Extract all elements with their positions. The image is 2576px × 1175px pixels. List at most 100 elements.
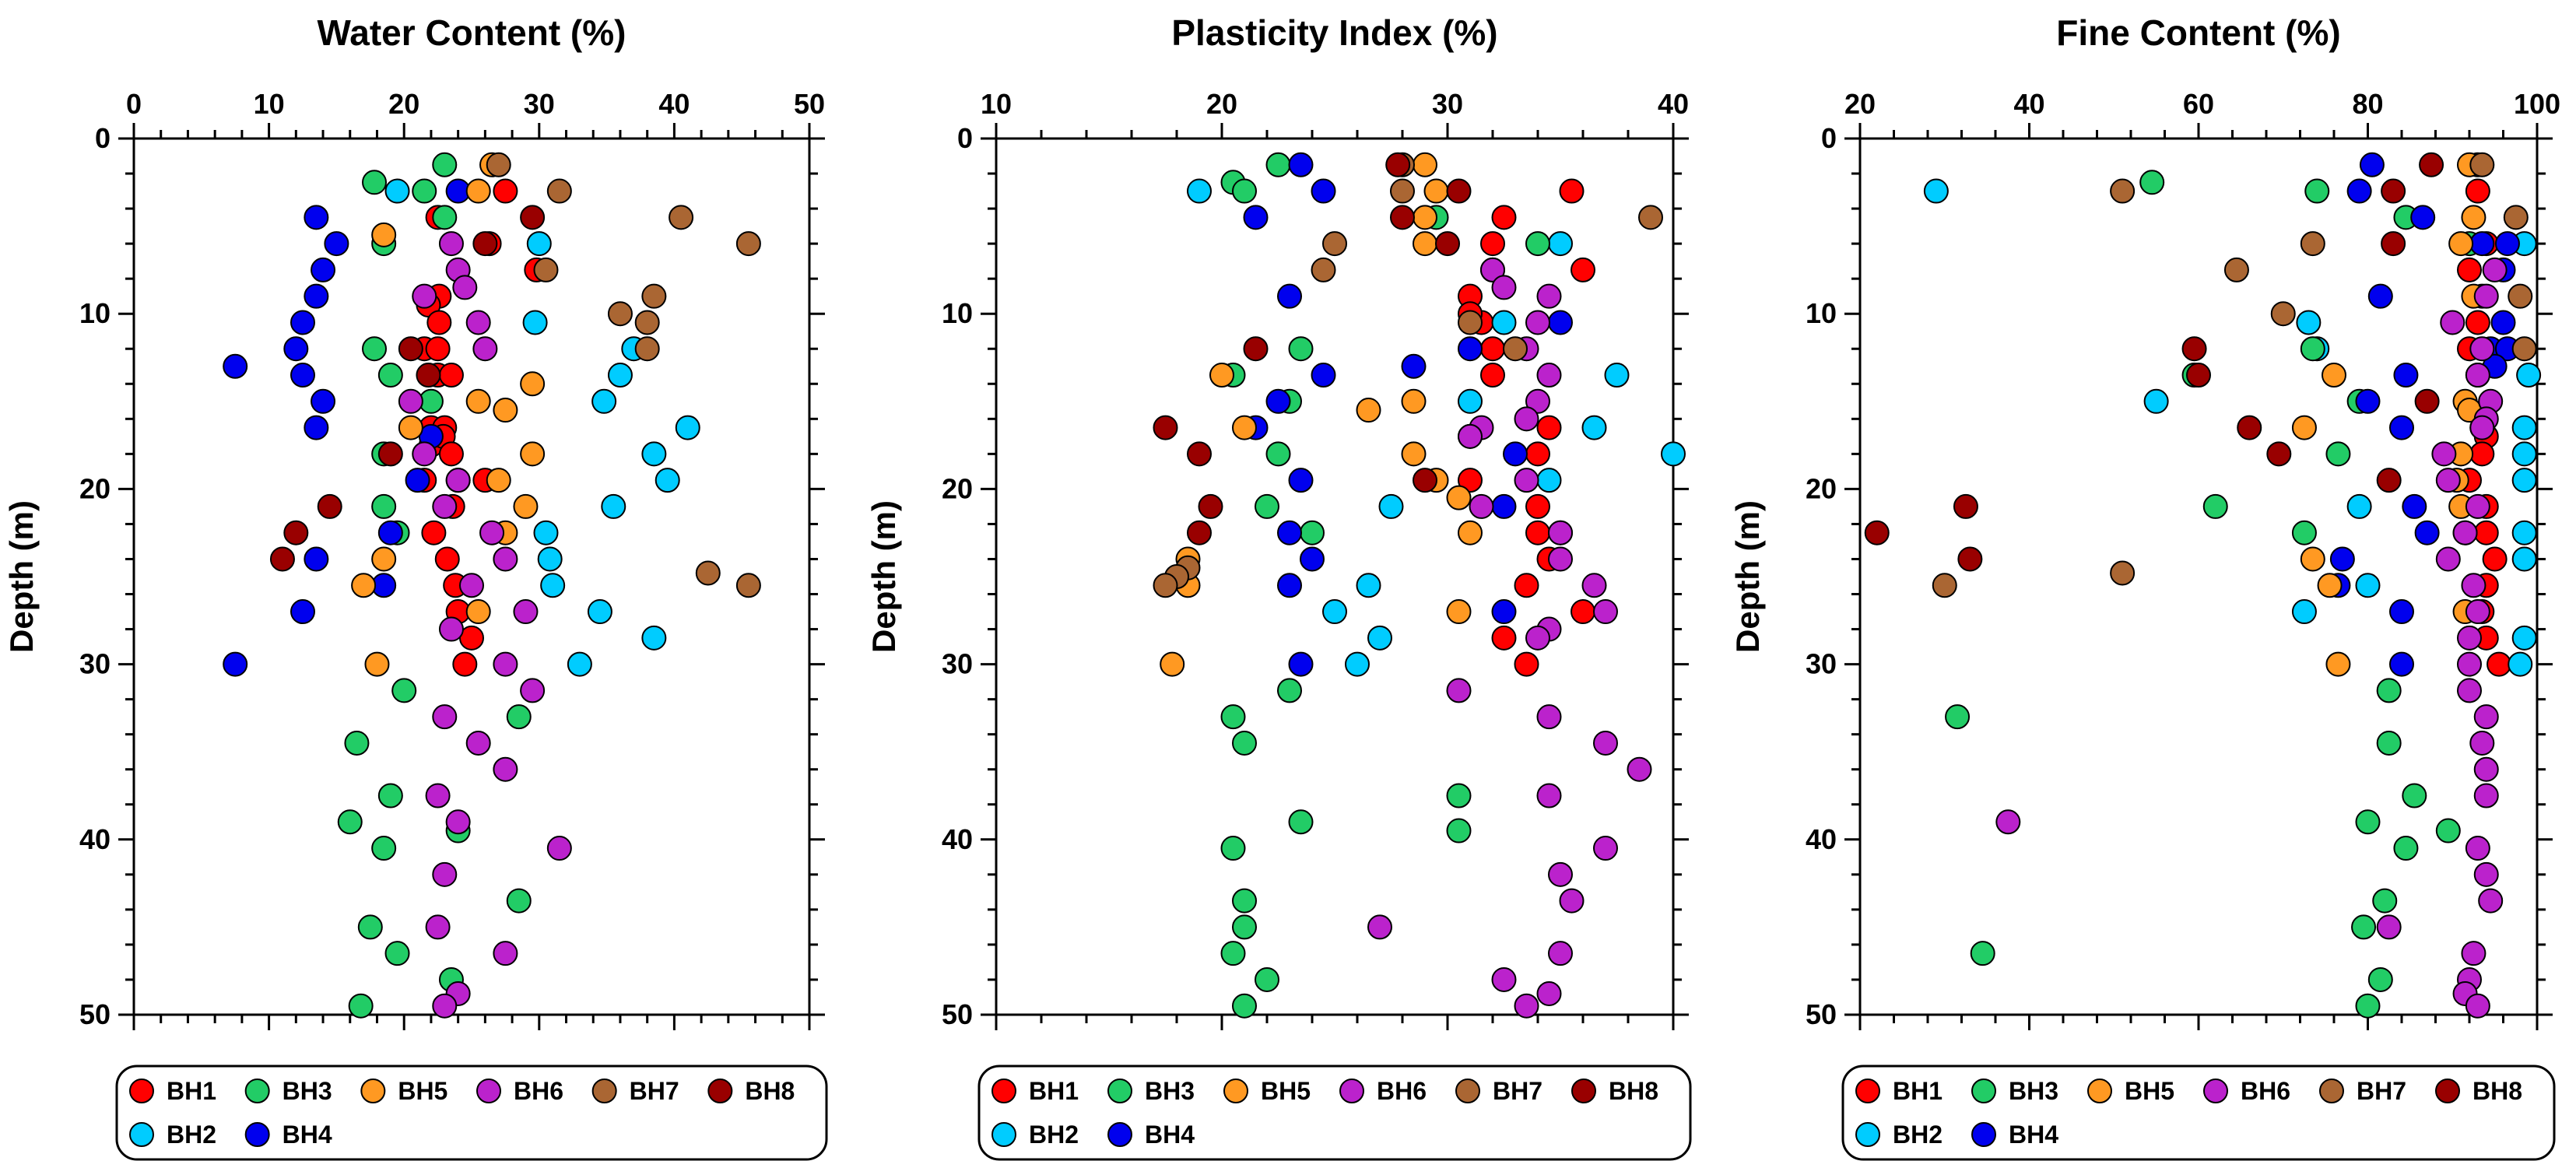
point-bh6 [445,809,471,835]
point-bh5 [2461,205,2487,230]
point-bh2 [1345,651,1370,677]
point-bh6 [1559,888,1585,914]
legend-label: BH8 [2472,1077,2522,1105]
point-bh3 [344,730,370,756]
point-bh3 [348,993,374,1019]
point-bh2 [2511,520,2537,545]
point-bh3 [1232,888,1257,914]
y-tick-label: 0 [1821,122,1837,154]
point-bh6 [2457,678,2482,703]
point-bh3 [2393,836,2419,861]
legend-marker [244,1122,270,1147]
data-points [1153,152,1686,1019]
x-tick-label: 0 [126,88,142,120]
point-bh1 [1491,205,1517,230]
point-bh4 [283,336,309,362]
point-bh7 [1638,205,1663,230]
point-bh6 [445,468,471,493]
legend-marker [991,1079,1016,1103]
legend-marker [1855,1079,1880,1103]
point-bh8 [317,493,342,519]
point-bh5 [1423,178,1449,204]
point-bh4 [304,283,329,309]
point-bh4 [1548,310,1573,335]
legend-marker [476,1079,501,1103]
point-bh2 [1458,388,1483,414]
point-bh2 [641,441,667,467]
point-bh1 [1480,336,1505,362]
point-bh3 [2351,914,2377,940]
point-bh4 [2355,388,2381,414]
point-bh5 [2317,573,2343,598]
point-bh6 [1525,625,1550,651]
point-bh3 [1446,783,1472,808]
point-bh4 [1311,178,1336,204]
panel-title: Water Content (%) [318,12,626,53]
point-bh1 [1514,651,1539,677]
y-tick-label: 10 [1806,297,1837,329]
legend-label: BH3 [283,1077,332,1105]
point-bh2 [1661,441,1686,467]
point-bh1 [2487,651,2512,677]
point-bh7 [1322,231,1347,257]
point-bh2 [2508,651,2533,677]
point-bh6 [1536,980,1562,1006]
legend-marker [2435,1079,2460,1103]
y-axis-label: Depth (m) [865,500,902,653]
point-bh6 [2465,599,2490,625]
point-bh2 [1356,573,1381,598]
x-tick-label: 40 [2013,88,2044,120]
point-bh2 [1491,310,1517,335]
point-bh4 [304,546,329,572]
point-bh2 [1581,415,1607,440]
legend-label: BH5 [1261,1077,1311,1105]
point-bh5 [1413,205,1437,230]
point-bh3 [432,205,458,230]
x-tick-label: 40 [1658,88,1689,120]
point-bh1 [1491,625,1517,651]
point-bh6 [2431,441,2457,467]
point-bh4 [304,415,329,440]
point-bh6 [2465,836,2490,861]
point-bh6 [465,730,491,756]
point-bh8 [416,363,441,388]
point-bh8 [1390,205,1415,230]
point-bh8 [1446,178,1472,204]
point-bh4 [2367,283,2393,309]
legend-label: BH7 [2357,1077,2406,1105]
point-bh6 [2457,625,2482,651]
point-bh6 [1548,861,1573,887]
point-bh2 [591,388,617,414]
point-bh6 [1491,275,1517,300]
point-bh8 [1153,415,1178,440]
point-bh1 [1514,573,1539,598]
point-bh3 [412,178,437,204]
point-bh8 [1435,231,1460,257]
point-bh3 [1265,441,1291,467]
point-bh2 [2296,310,2322,335]
point-bh4 [304,205,329,230]
point-bh6 [1458,423,1483,449]
point-bh3 [1300,520,1325,545]
point-bh6 [398,388,423,414]
legend-label: BH6 [514,1077,563,1105]
point-bh8 [1413,468,1437,493]
point-bh2 [522,310,548,335]
point-bh6 [2473,756,2499,782]
point-bh7 [2503,205,2529,230]
point-bh2 [607,363,633,388]
legend-marker [1339,1079,1364,1103]
point-bh5 [2448,231,2474,257]
y-tick-label: 40 [942,823,973,855]
point-bh3 [2139,170,2165,195]
point-bh8 [520,205,546,230]
plot-area [1858,137,2539,1016]
point-bh4 [1311,363,1336,388]
point-bh6 [1491,966,1517,992]
point-bh3 [1945,704,1971,730]
point-bh3 [2402,783,2427,808]
point-bh4 [2469,231,2495,257]
point-bh5 [371,222,397,247]
point-bh6 [1446,678,1472,703]
